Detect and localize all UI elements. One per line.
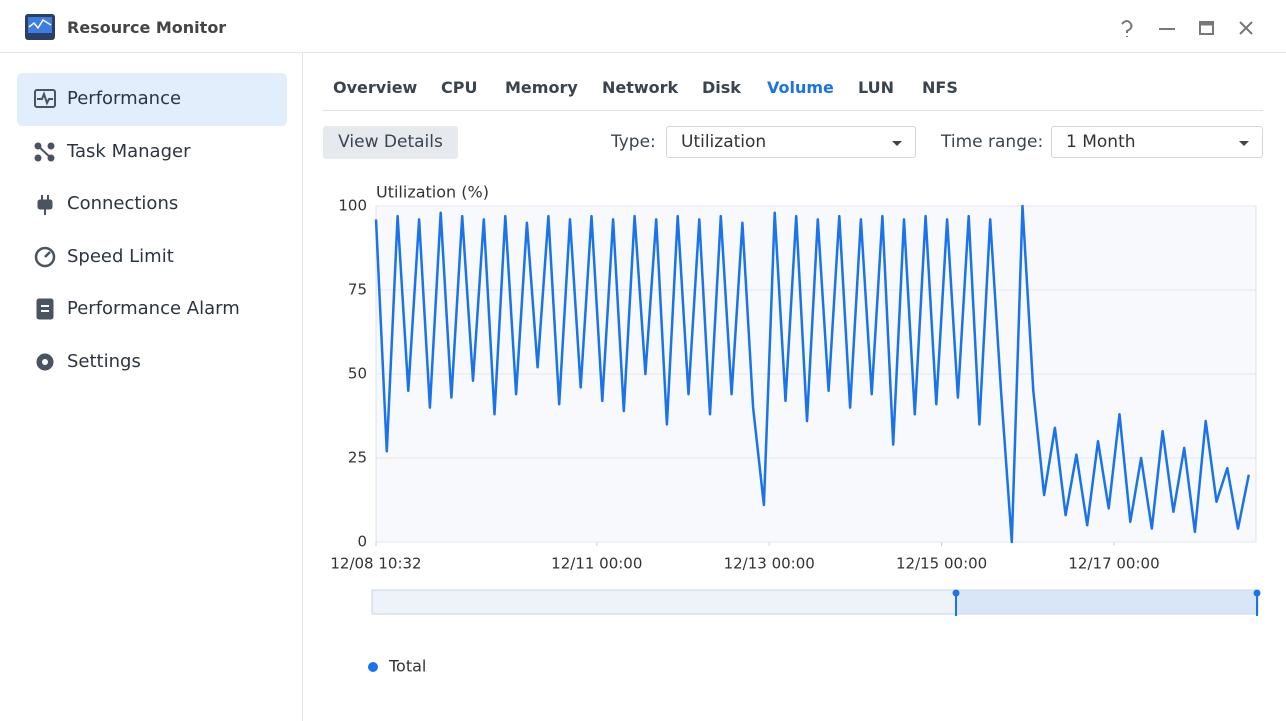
y-tick-label: 50 [348,365,367,383]
type-label: Type: [611,132,656,152]
x-tick-label: 12/08 10:32 [330,555,421,573]
app-icon [25,14,55,40]
window-title: Resource Monitor [67,18,227,37]
sidebar-item[interactable]: Connections [67,193,179,214]
y-tick-label: 75 [348,281,367,299]
sidebar-item[interactable]: Settings [67,351,141,372]
sidebar-selection [17,73,287,126]
range-value: 1 Month [1066,132,1136,152]
tab[interactable]: CPU [441,78,478,97]
y-tick-label: 0 [357,533,367,551]
tab[interactable]: Overview [333,78,418,97]
x-tick-label: 12/11 00:00 [551,555,642,573]
x-tick-label: 12/15 00:00 [896,555,987,573]
sidebar-item[interactable]: Task Manager [67,141,191,162]
y-axis-label: Utilization (%) [376,183,489,202]
tab[interactable]: Network [602,78,679,97]
range-label: Time range: [941,132,1044,152]
sidebar-divider [302,53,303,721]
navigator-selection[interactable] [956,590,1257,614]
tab[interactable]: Disk [702,78,741,97]
x-tick-label: 12/13 00:00 [724,555,815,573]
dropdown-arrows [892,141,1249,146]
tab[interactable]: NFS [922,78,958,97]
sidebar-item[interactable]: Speed Limit [67,246,174,267]
tab-underline [322,110,1263,111]
legend-label: Total [388,657,426,676]
sidebar-item[interactable]: Performance Alarm [67,298,240,319]
type-dropdown[interactable]: Utilization [666,126,916,158]
view-details-button[interactable]: View Details [323,126,458,159]
x-tick-label: 12/17 00:00 [1068,555,1159,573]
data-line [374,204,1251,544]
title-bar [0,0,1286,53]
sidebar-item[interactable]: Performance [67,88,182,109]
navigator-handle[interactable] [1253,589,1261,597]
sidebar-icons [34,89,56,371]
type-value: Utilization [681,132,767,152]
tab[interactable]: Memory [505,78,578,97]
legend-marker [368,662,378,672]
navigator-handle[interactable] [952,589,960,597]
tab[interactable]: Volume [767,78,834,97]
tab[interactable]: LUN [858,78,895,97]
range-dropdown[interactable]: 1 Month [1051,126,1263,158]
y-tick-label: 25 [348,449,367,467]
window-controls[interactable] [1115,17,1265,41]
y-tick-label: 100 [338,197,367,215]
